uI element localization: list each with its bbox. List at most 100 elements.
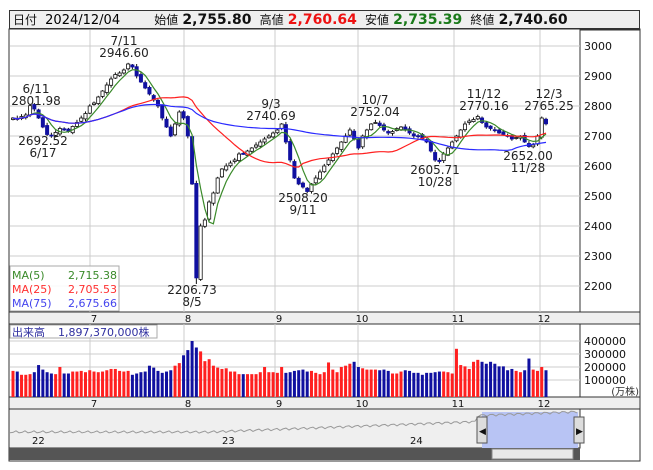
chevron-right-icon: ▶ — [576, 427, 583, 437]
navigator-left-handle[interactable] — [476, 416, 488, 444]
candle-body — [433, 152, 438, 161]
volume-bar — [314, 372, 318, 397]
chevron-left-icon: ◀ — [479, 427, 486, 437]
candle-body — [100, 90, 105, 97]
volume-bar — [88, 370, 92, 397]
candle-body — [177, 111, 182, 126]
annotation-line2: 6/17 — [30, 146, 57, 160]
volume-bar — [527, 358, 531, 397]
volume-bar — [45, 372, 49, 397]
candle-body — [411, 133, 416, 137]
candle-body — [83, 113, 88, 120]
candle-body — [271, 132, 276, 138]
candle-body — [32, 104, 37, 110]
candle-body — [194, 182, 199, 279]
volume-bar — [356, 367, 360, 397]
volume-bar — [361, 368, 365, 397]
volume-bar — [420, 374, 424, 397]
candle-body — [514, 137, 519, 139]
candle-body — [126, 63, 131, 70]
volume-bar — [544, 370, 548, 397]
volume-bar — [62, 373, 66, 397]
candle-body — [531, 144, 536, 148]
candle-body — [471, 119, 476, 122]
volume-bar — [463, 366, 467, 397]
volume-bar — [32, 372, 36, 397]
candle-body — [501, 131, 506, 135]
volume-bar — [194, 347, 198, 397]
volume-bar — [169, 370, 173, 397]
annotation-line1: 2206.73 — [167, 283, 217, 297]
candle-body — [236, 153, 241, 161]
high-value: 2,760.64 — [287, 12, 357, 28]
candle-body — [87, 105, 92, 114]
volume-bar — [352, 361, 356, 397]
candle-body — [386, 131, 391, 134]
date-label: 日付 — [13, 13, 38, 27]
ohlc-header: 日付 2024/12/04 始値 2,755.80 高値 2,760.64 安値… — [9, 10, 640, 29]
volume-bar — [442, 371, 446, 397]
volume-bar — [254, 374, 258, 397]
annotation-line1: 2692.52 — [18, 134, 68, 148]
candle-body — [488, 125, 493, 129]
volume-bar — [156, 370, 160, 397]
candle-body — [134, 66, 139, 77]
month-tick-label: 12 — [538, 399, 551, 410]
high-label: 高値 — [259, 13, 284, 27]
candle-body — [262, 138, 267, 143]
candle-body — [173, 123, 178, 136]
volume-bar — [540, 367, 544, 397]
annotation-line2: 2801.98 — [11, 94, 61, 108]
volume-bar — [425, 372, 429, 397]
volume-bar — [446, 372, 450, 397]
volume-bar — [454, 348, 458, 397]
legend-ma5-value: 2,715.38 — [68, 269, 117, 282]
candle-body — [117, 72, 122, 77]
annotation-line2: 2752.04 — [350, 105, 400, 119]
candle-body — [254, 144, 259, 148]
volume-bar — [429, 372, 433, 397]
volume-bar — [28, 374, 32, 397]
candle-body — [347, 129, 352, 136]
volume-bar — [186, 350, 190, 397]
navigator-year-label: 23 — [222, 436, 235, 447]
candle-body — [296, 177, 301, 185]
volume-bar — [203, 361, 207, 397]
volume-bar — [518, 372, 522, 397]
annotation-line1: 2652.00 — [503, 149, 553, 163]
volume-bar — [305, 371, 309, 397]
candle-body — [369, 123, 374, 131]
volume-bar — [476, 359, 480, 397]
candle-body — [390, 131, 395, 134]
volume-bar — [58, 367, 62, 397]
volume-bar — [71, 371, 75, 397]
annotation-line1: 12/3 — [536, 87, 563, 101]
candle-body — [300, 182, 305, 188]
legend-ma75-value: 2,675.66 — [68, 297, 117, 310]
volume-bar — [395, 373, 399, 397]
volume-bar — [109, 368, 113, 397]
month-axis-top — [8, 311, 641, 325]
candle-body — [484, 122, 489, 128]
navigator-right-handle[interactable] — [573, 416, 585, 444]
price-tick-label: 2800 — [584, 100, 612, 113]
candle-body — [168, 126, 173, 137]
volume-bar — [224, 368, 228, 397]
volume-bar — [339, 367, 343, 397]
candle-body — [147, 87, 152, 95]
volume-bar — [228, 371, 232, 397]
volume-bar — [49, 373, 53, 397]
candle-body — [454, 135, 459, 142]
volume-bar — [331, 369, 335, 397]
volume-bar — [147, 365, 151, 397]
annotation-line2: 11/28 — [511, 161, 546, 175]
candle-body — [381, 124, 386, 131]
volume-bar — [66, 373, 70, 397]
volume-bar — [382, 369, 386, 397]
volume-bar — [216, 367, 220, 397]
candle-body — [79, 117, 84, 122]
scrollbar-thumb[interactable] — [491, 448, 574, 460]
candle-body — [211, 192, 216, 204]
volume-bar — [246, 374, 250, 397]
